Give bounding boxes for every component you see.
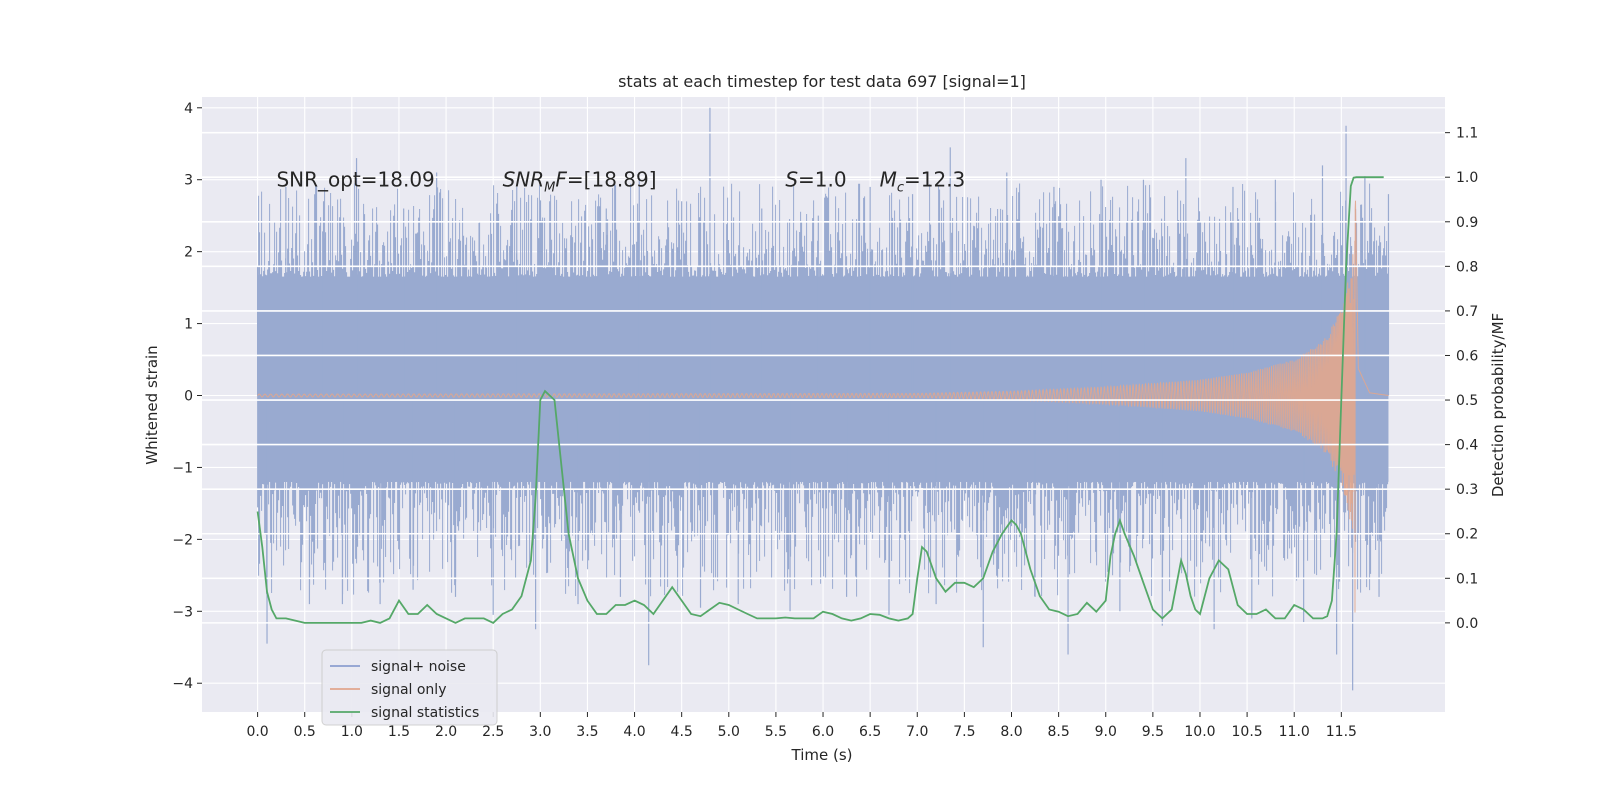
- y2-tick-label: 0.2: [1456, 527, 1478, 543]
- x-tick-label: 3.5: [576, 724, 598, 740]
- x-axis-ticks: 0.0 0.5 1.0 1.5 2.0 2.5 3.0 3.5 4.0 4.5 5.0 5.5 6.0 6…: [246, 712, 1357, 740]
- x-tick-label: 9.0: [1095, 724, 1117, 740]
- x-axis-label: Time (s): [791, 746, 853, 764]
- y2-tick-label: 0.0: [1456, 616, 1478, 632]
- x-tick-label: 4.0: [623, 724, 645, 740]
- x-tick-label: 9.5: [1142, 724, 1164, 740]
- y-tick-label: 4: [184, 101, 193, 117]
- x-tick-label: 1.5: [388, 724, 410, 740]
- legend: signal+ noise signal only signal statistic…: [321, 649, 498, 726]
- x-tick-label: 2.5: [482, 724, 504, 740]
- x-tick-label: 4.5: [671, 724, 693, 740]
- signal-chirp: [257, 200, 1389, 613]
- y-tick-label: 3: [184, 173, 193, 189]
- y2-tick-label: 0.7: [1456, 304, 1478, 320]
- y2-tick-label: 0.6: [1456, 348, 1478, 364]
- x-tick-label: 6.0: [812, 724, 834, 740]
- y2-axis-ticks: 0.0 0.1 0.2 0.3 0.4 0.5 0.6 0.7 0.8 0.9 1.0 1.1: [1445, 126, 1478, 632]
- y2-tick-label: 0.1: [1456, 571, 1478, 587]
- annotation-text: SNR_opt=18.09: [276, 168, 434, 192]
- y2-tick-label: 0.5: [1456, 393, 1478, 409]
- x-tick-label: 6.5: [859, 724, 881, 740]
- legend-label: signal only: [371, 682, 446, 698]
- x-tick-label: 8.0: [1000, 724, 1022, 740]
- x-tick-label: 10.0: [1184, 724, 1215, 740]
- statistics-line: [256, 176, 1384, 624]
- y-axis-ticks: −4 −3 −2 −1 0 1 2 3 4: [172, 101, 202, 692]
- x-tick-label: 11.5: [1326, 724, 1357, 740]
- right-axis-grid: [202, 131, 1445, 624]
- chart-title: stats at each timestep for test data 697…: [618, 72, 1026, 91]
- y-tick-label: −3: [172, 604, 193, 620]
- annotation-text: SNRMF=[18.89]: [503, 168, 657, 196]
- y-tick-label: 1: [184, 317, 193, 333]
- y2-tick-label: 0.3: [1456, 482, 1478, 498]
- x-tick-label: 5.0: [718, 724, 740, 740]
- y-axis-label: Whitened strain: [143, 345, 161, 464]
- x-tick-label: 1.0: [341, 724, 363, 740]
- y2-axis-label: Detection probability/MF: [1489, 313, 1507, 497]
- x-tick-label: 10.5: [1232, 724, 1263, 740]
- legend-label: signal+ noise: [371, 659, 466, 675]
- y2-tick-label: 0.9: [1456, 215, 1478, 231]
- y-tick-label: 2: [184, 245, 193, 261]
- y-tick-label: −2: [172, 532, 193, 548]
- annotations: SNR_opt=18.09 SNRMF=[18.89] S=1.0 Mc=12.3: [276, 168, 965, 196]
- x-tick-label: 3.0: [529, 724, 551, 740]
- x-tick-label: 8.5: [1047, 724, 1069, 740]
- x-tick-label: 0.0: [246, 724, 268, 740]
- legend-box: [321, 649, 498, 726]
- y-tick-label: −4: [172, 676, 193, 692]
- annotation-text: S=1.0: [785, 168, 846, 192]
- annotation-text: Mc=12.3: [880, 168, 966, 196]
- x-tick-label: 5.5: [765, 724, 787, 740]
- y2-tick-label: 1.1: [1456, 126, 1478, 142]
- x-tick-label: 7.5: [953, 724, 975, 740]
- y2-tick-label: 0.8: [1456, 259, 1478, 275]
- x-tick-label: 0.5: [294, 724, 316, 740]
- y2-tick-label: 0.4: [1456, 438, 1478, 454]
- legend-label: signal statistics: [371, 705, 479, 721]
- series-signal-statistics: [256, 176, 1384, 624]
- y2-tick-label: 1.0: [1456, 170, 1478, 186]
- y-tick-label: −1: [172, 460, 193, 476]
- x-tick-label: 2.0: [435, 724, 457, 740]
- series-signal-only: [257, 200, 1389, 613]
- x-tick-label: 11.0: [1279, 724, 1310, 740]
- y-tick-label: 0: [184, 389, 193, 405]
- x-tick-label: 7.0: [906, 724, 928, 740]
